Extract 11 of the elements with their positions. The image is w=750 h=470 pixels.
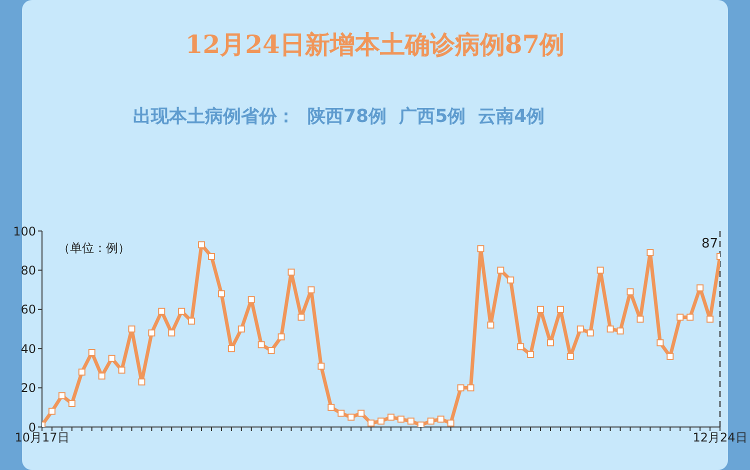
- data-label: 87: [701, 236, 718, 252]
- x-tick-label: 10月17日: [14, 430, 70, 445]
- y-tick-label: 100: [13, 224, 36, 238]
- x-tick-label: 12月24日: [692, 430, 748, 445]
- y-tick-label: 80: [20, 263, 36, 278]
- chart-subtitle: 出现本土病例省份： 陕西78例 广西5例 云南4例: [133, 105, 545, 128]
- annotation: （单位：例）: [58, 240, 130, 257]
- y-tick-label: 40: [20, 342, 36, 356]
- y-tick-label: 60: [20, 302, 36, 317]
- y-tick-label: 20: [20, 381, 36, 396]
- chart-title: 12月24日新增本土确诊病例87例: [184, 29, 566, 61]
